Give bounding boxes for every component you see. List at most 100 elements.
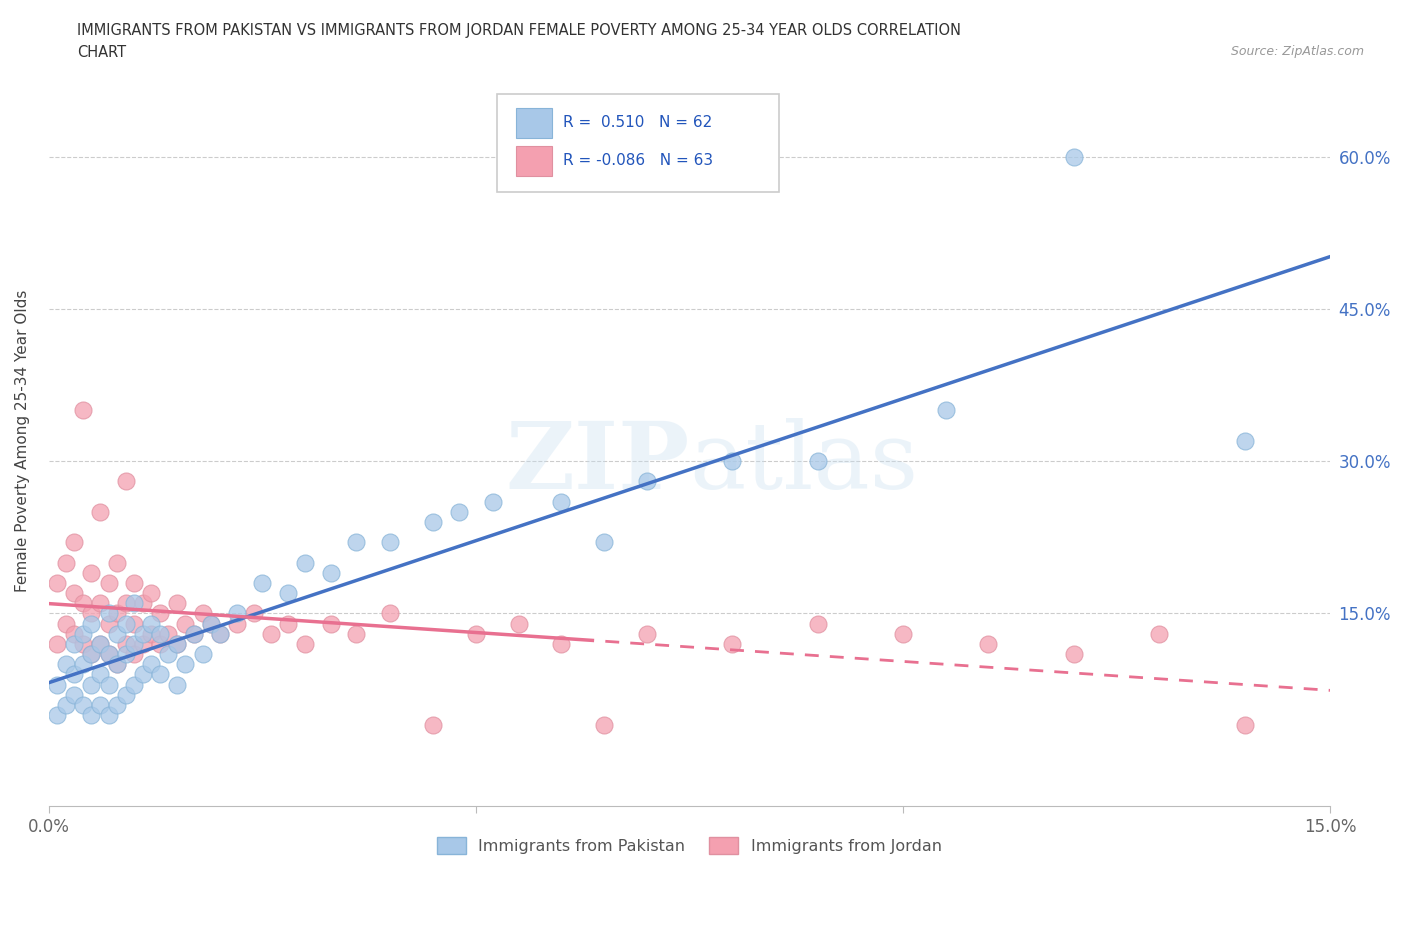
Point	[721, 636, 744, 651]
Point	[63, 535, 86, 550]
Point	[80, 677, 103, 692]
Point	[55, 617, 77, 631]
Point	[807, 454, 830, 469]
Point	[242, 606, 264, 621]
Point	[97, 606, 120, 621]
Point	[80, 646, 103, 661]
FancyBboxPatch shape	[516, 108, 553, 138]
Point	[72, 596, 94, 611]
Point	[1149, 626, 1171, 641]
Point	[252, 576, 274, 591]
Point	[122, 646, 145, 661]
Point	[63, 586, 86, 601]
Point	[166, 596, 188, 611]
Point	[183, 626, 205, 641]
Point	[80, 606, 103, 621]
Point	[464, 626, 486, 641]
Point	[344, 535, 367, 550]
Point	[166, 636, 188, 651]
Text: IMMIGRANTS FROM PAKISTAN VS IMMIGRANTS FROM JORDAN FEMALE POVERTY AMONG 25-34 YE: IMMIGRANTS FROM PAKISTAN VS IMMIGRANTS F…	[77, 23, 962, 38]
Legend: Immigrants from Pakistan, Immigrants from Jordan: Immigrants from Pakistan, Immigrants fro…	[430, 831, 949, 860]
Point	[174, 657, 197, 671]
Point	[149, 626, 172, 641]
Point	[80, 617, 103, 631]
Point	[1063, 149, 1085, 164]
Point	[89, 596, 111, 611]
FancyBboxPatch shape	[516, 146, 553, 176]
Point	[97, 576, 120, 591]
Point	[277, 617, 299, 631]
Point	[72, 403, 94, 418]
Point	[89, 698, 111, 712]
Point	[105, 606, 128, 621]
Point	[97, 617, 120, 631]
Point	[122, 636, 145, 651]
Point	[208, 626, 231, 641]
Point	[89, 636, 111, 651]
Point	[46, 576, 69, 591]
Text: ZIP: ZIP	[505, 418, 689, 508]
Point	[122, 617, 145, 631]
Point	[114, 646, 136, 661]
Point	[97, 677, 120, 692]
Point	[132, 667, 155, 682]
Point	[97, 646, 120, 661]
Point	[891, 626, 914, 641]
Point	[593, 718, 616, 733]
Point	[550, 495, 572, 510]
Point	[46, 708, 69, 723]
Point	[157, 646, 180, 661]
Point	[141, 626, 163, 641]
Point	[72, 636, 94, 651]
Point	[183, 626, 205, 641]
Point	[191, 606, 214, 621]
Point	[447, 504, 470, 519]
Point	[208, 626, 231, 641]
Text: Source: ZipAtlas.com: Source: ZipAtlas.com	[1230, 45, 1364, 58]
Point	[114, 636, 136, 651]
Point	[344, 626, 367, 641]
Point	[122, 576, 145, 591]
Point	[132, 596, 155, 611]
Point	[1233, 433, 1256, 448]
Text: R = -0.086   N = 63: R = -0.086 N = 63	[562, 153, 713, 168]
Point	[1233, 718, 1256, 733]
Point	[149, 667, 172, 682]
Point	[593, 535, 616, 550]
Point	[508, 617, 530, 631]
Point	[89, 667, 111, 682]
Point	[166, 636, 188, 651]
Point	[319, 565, 342, 580]
Point	[114, 617, 136, 631]
Point	[114, 474, 136, 489]
Point	[63, 687, 86, 702]
Point	[132, 626, 155, 641]
Point	[141, 586, 163, 601]
Point	[80, 708, 103, 723]
Point	[141, 657, 163, 671]
Point	[174, 617, 197, 631]
Point	[63, 667, 86, 682]
Point	[380, 535, 402, 550]
Point	[122, 596, 145, 611]
Point	[105, 626, 128, 641]
Point	[721, 454, 744, 469]
Point	[200, 617, 222, 631]
Point	[97, 708, 120, 723]
Point	[380, 606, 402, 621]
Point	[105, 555, 128, 570]
Point	[807, 617, 830, 631]
Point	[149, 606, 172, 621]
Point	[482, 495, 505, 510]
Point	[200, 617, 222, 631]
Point	[97, 646, 120, 661]
Point	[72, 698, 94, 712]
Point	[319, 617, 342, 631]
Point	[55, 698, 77, 712]
Point	[89, 504, 111, 519]
Point	[80, 646, 103, 661]
Point	[55, 657, 77, 671]
Text: R =  0.510   N = 62: R = 0.510 N = 62	[562, 115, 711, 130]
Point	[422, 514, 444, 529]
Point	[46, 636, 69, 651]
